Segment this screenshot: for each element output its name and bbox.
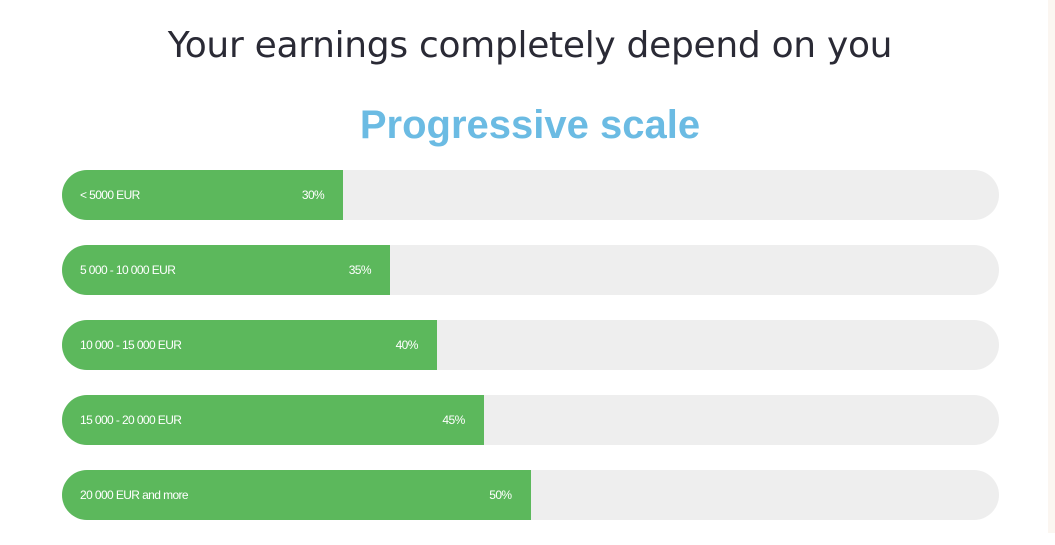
bar-value-label: 30% bbox=[301, 188, 325, 202]
page-edge bbox=[1048, 0, 1055, 533]
progress-bar-track: 15 000 - 20 000 EUR 45% bbox=[62, 395, 999, 445]
progress-bar-track: 5 000 - 10 000 EUR 35% bbox=[62, 245, 999, 295]
bar-category-label: 15 000 - 20 000 EUR bbox=[80, 413, 182, 427]
progress-bar-fill: 10 000 - 15 000 EUR 40% bbox=[62, 320, 437, 370]
progress-bar-track: < 5000 EUR 30% bbox=[62, 170, 999, 220]
progress-bar-track: 20 000 EUR and more 50% bbox=[62, 470, 999, 520]
progress-bar-track: 10 000 - 15 000 EUR 40% bbox=[62, 320, 999, 370]
progress-bar-list: < 5000 EUR 30% 5 000 - 10 000 EUR 35% 10 000… bbox=[62, 170, 999, 545]
bar-value-label: 50% bbox=[489, 488, 512, 502]
chart-title: Progressive scale bbox=[359, 103, 701, 147]
progress-bar-fill: < 5000 EUR 30% bbox=[62, 170, 344, 220]
bar-value-label: 35% bbox=[348, 263, 372, 277]
bar-value-label: 40% bbox=[395, 338, 419, 352]
page-headline: Your earnings completely depend on you bbox=[167, 25, 893, 66]
bar-category-label: < 5000 EUR bbox=[80, 188, 140, 202]
progress-bar-fill: 5 000 - 10 000 EUR 35% bbox=[62, 245, 390, 295]
bar-category-label: 20 000 EUR and more bbox=[80, 488, 189, 502]
bar-category-label: 10 000 - 15 000 EUR bbox=[80, 338, 182, 352]
bar-category-label: 5 000 - 10 000 EUR bbox=[80, 263, 176, 277]
progress-bar-fill: 15 000 - 20 000 EUR 45% bbox=[62, 395, 484, 445]
bar-value-label: 45% bbox=[442, 413, 465, 427]
progress-bar-fill: 20 000 EUR and more 50% bbox=[62, 470, 531, 520]
